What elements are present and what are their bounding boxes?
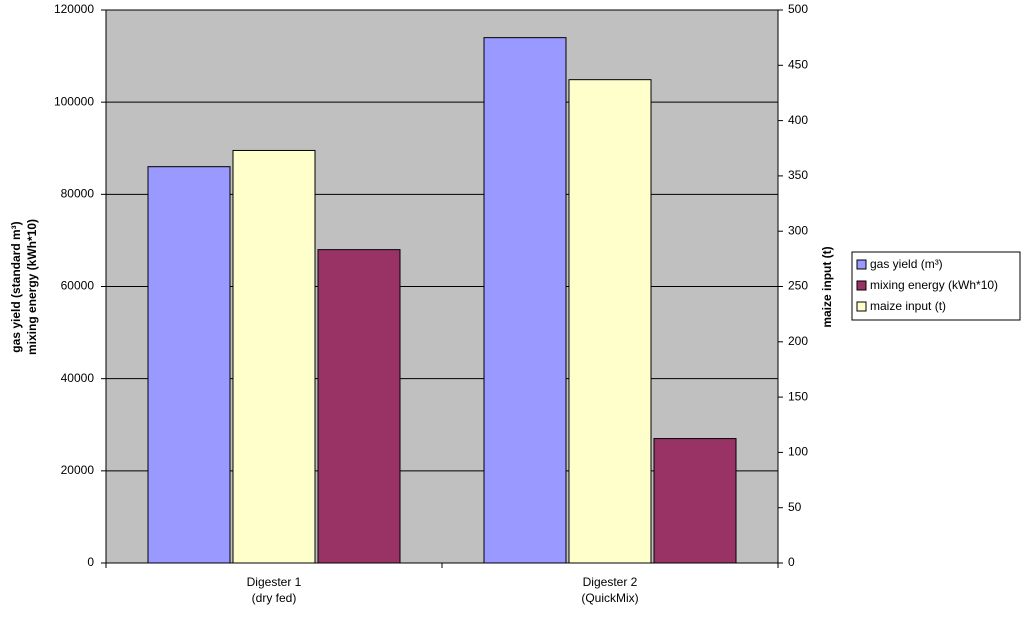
bar bbox=[653, 438, 737, 564]
y-tick-label: 100000 bbox=[54, 94, 94, 108]
y2-axis-label: maize input (t) bbox=[820, 246, 834, 327]
y-axis-label: gas yield (standard m³) bbox=[9, 221, 23, 352]
y-axis-label: mixing energy (kWh*10) bbox=[25, 219, 39, 355]
y-tick-label: 60000 bbox=[61, 279, 95, 293]
bar bbox=[483, 37, 567, 564]
legend bbox=[851, 251, 1021, 321]
y2-tick-label: 250 bbox=[788, 279, 808, 293]
y2-tick-label: 400 bbox=[788, 113, 808, 127]
y2-tick-label: 100 bbox=[788, 445, 808, 459]
bar bbox=[232, 149, 316, 564]
legend-swatch bbox=[856, 301, 867, 312]
bar bbox=[317, 249, 401, 564]
y-tick-label: 80000 bbox=[61, 187, 95, 201]
y2-tick-label: 450 bbox=[788, 57, 808, 71]
y2-tick-label: 350 bbox=[788, 168, 808, 182]
legend-swatch bbox=[856, 280, 867, 291]
x-tick-label: (QuickMix) bbox=[581, 591, 638, 605]
y2-tick-label: 0 bbox=[788, 555, 795, 569]
bar bbox=[568, 79, 652, 564]
y-tick-label: 120000 bbox=[54, 2, 94, 16]
bar bbox=[147, 166, 231, 564]
x-tick-label: Digester 2 bbox=[583, 575, 638, 589]
legend-swatch bbox=[856, 259, 867, 270]
x-tick-label: (dry fed) bbox=[252, 591, 297, 605]
legend-label: mixing energy (kWh*10) bbox=[870, 278, 998, 292]
y2-tick-label: 200 bbox=[788, 334, 808, 348]
legend-label: gas yield (m³) bbox=[870, 257, 943, 271]
y-tick-label: 40000 bbox=[61, 371, 95, 385]
y-tick-label: 20000 bbox=[61, 463, 95, 477]
y2-tick-label: 50 bbox=[788, 500, 802, 514]
y2-tick-label: 300 bbox=[788, 223, 808, 237]
legend-label: maize input (t) bbox=[870, 299, 946, 313]
y2-tick-label: 150 bbox=[788, 389, 808, 403]
y-tick-label: 0 bbox=[87, 555, 94, 569]
x-tick-label: Digester 1 bbox=[247, 575, 302, 589]
y2-tick-label: 500 bbox=[788, 2, 808, 16]
